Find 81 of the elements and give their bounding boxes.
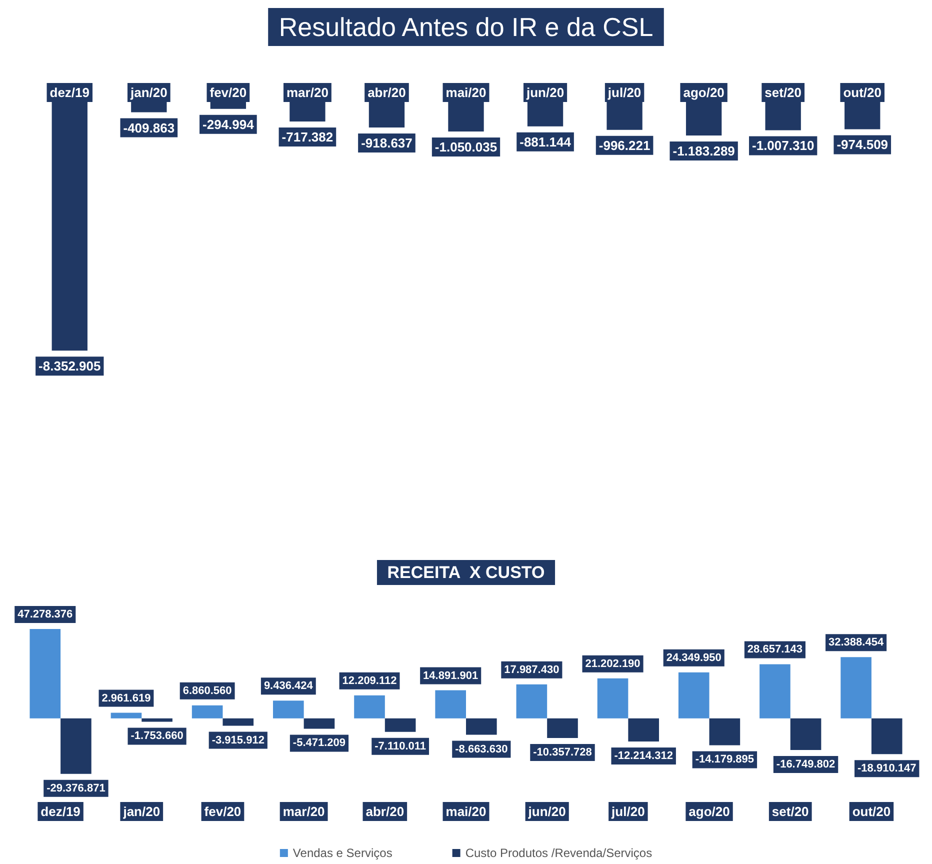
- bar: [678, 672, 710, 718]
- data-label: 21.202.190: [585, 658, 640, 670]
- data-label: -12.214.312: [614, 750, 673, 762]
- x-tick-label: set/20: [772, 804, 809, 819]
- data-label: 6.860.560: [182, 684, 232, 697]
- bar: [435, 690, 466, 718]
- bar: [273, 700, 304, 718]
- bar: [384, 718, 416, 732]
- data-label: -1.753.660: [130, 730, 184, 742]
- bar: [466, 718, 497, 735]
- bar: [871, 718, 902, 754]
- data-label: 2.961.619: [102, 692, 151, 704]
- data-label: -29.376.871: [46, 782, 106, 794]
- data-label: -1.007.310: [752, 138, 814, 154]
- data-label: 12.209.112: [342, 674, 397, 687]
- data-label: 28.657.143: [747, 644, 802, 656]
- data-label: -7.110.011: [374, 740, 426, 752]
- data-label: 17.987.430: [504, 664, 560, 676]
- data-label: -16.749.802: [776, 758, 836, 771]
- data-label: -10.357.728: [533, 746, 592, 758]
- data-label: -1.183.289: [672, 144, 735, 158]
- data-label: -881.144: [520, 134, 572, 150]
- bar: [142, 718, 172, 722]
- bar: [192, 705, 223, 718]
- bar: [547, 718, 578, 738]
- data-label: -3.915.912: [212, 734, 264, 746]
- data-label: -717.382: [282, 130, 334, 145]
- x-tick-label: mai/20: [446, 85, 486, 100]
- x-tick-label: mar/20: [282, 804, 325, 819]
- data-label: -8.663.630: [455, 743, 508, 756]
- x-tick-label: jun/20: [525, 85, 564, 100]
- x-tick-label: out/20: [852, 804, 891, 819]
- x-tick-label: fev/20: [210, 85, 247, 100]
- data-label: 24.349.950: [666, 652, 722, 664]
- bar: [222, 718, 254, 726]
- x-tick-label: abr/20: [366, 804, 404, 819]
- data-label: 47.278.376: [18, 608, 73, 621]
- x-tick-label: jul/20: [606, 85, 642, 100]
- bar: [516, 684, 548, 718]
- bar: [840, 657, 872, 718]
- data-label: 32.388.454: [828, 636, 884, 649]
- x-tick-label: jan/20: [129, 85, 168, 100]
- data-label: -1.050.035: [434, 140, 498, 154]
- bar: [760, 664, 790, 718]
- data-label: -294.994: [202, 116, 255, 132]
- data-label: -18.910.147: [858, 762, 916, 775]
- x-tick-label: dez/19: [40, 804, 80, 819]
- bar: [110, 712, 142, 718]
- bar: [628, 718, 659, 742]
- data-label: 14.891.901: [423, 670, 478, 682]
- x-tick-label: jan/20: [122, 804, 160, 819]
- data-label: -918.637: [361, 136, 412, 151]
- bar: [354, 695, 385, 718]
- chart-title: Resultado Antes do IR e da CSL: [278, 12, 654, 42]
- x-tick-label: jun/20: [527, 804, 566, 819]
- x-tick-label: ago/20: [688, 804, 730, 819]
- bar: [304, 718, 335, 729]
- x-tick-label: dez/19: [50, 85, 90, 100]
- data-label: 9.436.424: [264, 680, 314, 692]
- bar: [709, 718, 740, 746]
- data-label: -8.352.905: [38, 358, 101, 374]
- chart-title: RECEITA X CUSTO: [387, 563, 545, 582]
- bar: [790, 718, 822, 750]
- data-label: -14.179.895: [695, 754, 754, 766]
- bar: [30, 629, 61, 718]
- legend-label: Custo Produtos /Revenda/Serviços: [465, 846, 652, 860]
- x-tick-label: out/20: [843, 85, 882, 100]
- data-label: -974.509: [836, 137, 888, 152]
- legend-label: Vendas e Serviços: [292, 846, 392, 860]
- x-tick-label: mai/20: [446, 804, 486, 819]
- x-tick-label: jul/20: [610, 804, 645, 819]
- data-label: -996.221: [598, 138, 650, 153]
- data-label: -5.471.209: [292, 737, 346, 750]
- bar: [60, 718, 92, 774]
- x-tick-label: mar/20: [286, 85, 328, 100]
- x-tick-label: abr/20: [368, 85, 406, 100]
- x-tick-label: ago/20: [683, 85, 724, 100]
- data-label: -409.863: [123, 120, 175, 136]
- x-tick-label: fev/20: [204, 804, 242, 819]
- x-tick-label: set/20: [764, 85, 802, 100]
- bar: [597, 678, 628, 718]
